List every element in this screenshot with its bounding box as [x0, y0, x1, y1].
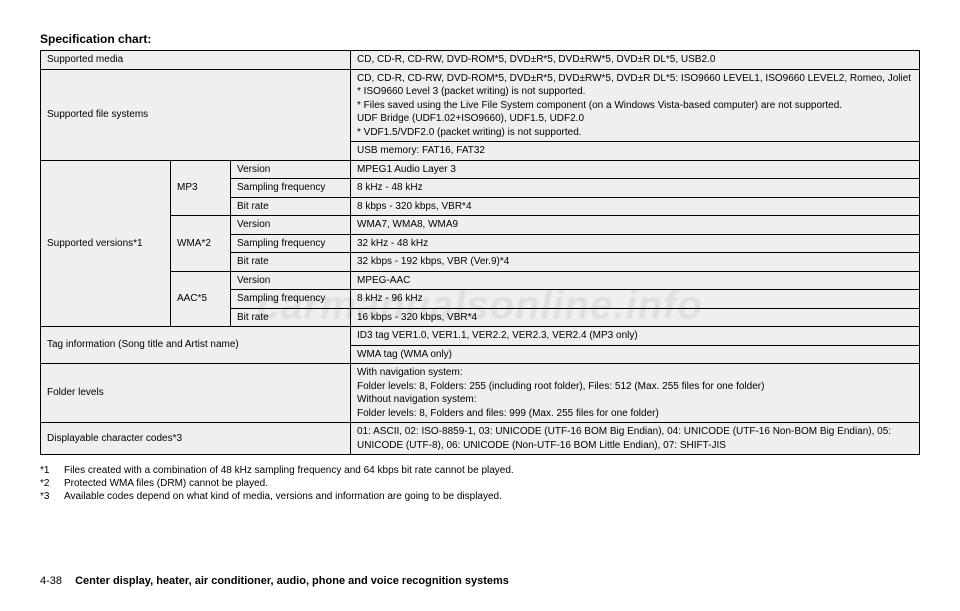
- tag-value-2: WMA tag (WMA only): [351, 345, 920, 364]
- mp3-sampling-label: Sampling frequency: [231, 179, 351, 198]
- table-row: Supported media CD, CD-R, CD-RW, DVD-ROM…: [41, 51, 920, 70]
- tag-label: Tag information (Song title and Artist n…: [41, 327, 351, 364]
- table-row: Supported versions*1 MP3 Version MPEG1 A…: [41, 160, 920, 179]
- page-footer: 4-38 Center display, heater, air conditi…: [40, 575, 509, 587]
- mp3-bitrate-label: Bit rate: [231, 197, 351, 216]
- charcodes-label: Displayable character codes*3: [41, 423, 351, 455]
- table-row: Tag information (Song title and Artist n…: [41, 327, 920, 346]
- supported-media-label: Supported media: [41, 51, 351, 70]
- mp3-sampling-value: 8 kHz - 48 kHz: [351, 179, 920, 198]
- page-number: 4-38: [40, 575, 62, 587]
- wma-bitrate-label: Bit rate: [231, 253, 351, 272]
- codec-mp3: MP3: [171, 160, 231, 216]
- mp3-bitrate-value: 8 kbps - 320 kbps, VBR*4: [351, 197, 920, 216]
- aac-version-value: MPEG-AAC: [351, 271, 920, 290]
- supported-fs-label: Supported file systems: [41, 69, 351, 160]
- footnote-text: Protected WMA files (DRM) cannot be play…: [64, 478, 268, 489]
- supported-fs-value-1: CD, CD-R, CD-RW, DVD-ROM*5, DVD±R*5, DVD…: [351, 69, 920, 142]
- codec-aac: AAC*5: [171, 271, 231, 327]
- wma-sampling-value: 32 kHz - 48 kHz: [351, 234, 920, 253]
- wma-version-value: WMA7, WMA8, WMA9: [351, 216, 920, 235]
- aac-version-label: Version: [231, 271, 351, 290]
- aac-sampling-label: Sampling frequency: [231, 290, 351, 309]
- chart-heading: Specification chart:: [40, 32, 920, 46]
- footnote-3: *3 Available codes depend on what kind o…: [40, 491, 920, 502]
- section-title: Center display, heater, air conditioner,…: [75, 575, 509, 587]
- aac-bitrate-label: Bit rate: [231, 308, 351, 327]
- footnote-1: *1 Files created with a combination of 4…: [40, 465, 920, 476]
- charcodes-value: 01: ASCII, 02: ISO-8859-1, 03: UNICODE (…: [351, 423, 920, 455]
- table-row: Folder levels With navigation system: Fo…: [41, 364, 920, 423]
- table-row: Displayable character codes*3 01: ASCII,…: [41, 423, 920, 455]
- footnote-num: *1: [40, 465, 64, 476]
- footnote-num: *3: [40, 491, 64, 502]
- tag-value-1: ID3 tag VER1.0, VER1.1, VER2.2, VER2.3, …: [351, 327, 920, 346]
- footnote-text: Available codes depend on what kind of m…: [64, 491, 502, 502]
- table-row: AAC*5 Version MPEG-AAC: [41, 271, 920, 290]
- aac-bitrate-value: 16 kbps - 320 kbps, VBR*4: [351, 308, 920, 327]
- footnote-text: Files created with a combination of 48 k…: [64, 465, 514, 476]
- footnote-2: *2 Protected WMA files (DRM) cannot be p…: [40, 478, 920, 489]
- wma-version-label: Version: [231, 216, 351, 235]
- aac-sampling-value: 8 kHz - 96 kHz: [351, 290, 920, 309]
- codec-wma: WMA*2: [171, 216, 231, 272]
- folder-value: With navigation system: Folder levels: 8…: [351, 364, 920, 423]
- footnotes: *1 Files created with a combination of 4…: [40, 465, 920, 502]
- spec-table: Supported media CD, CD-R, CD-RW, DVD-ROM…: [40, 50, 920, 455]
- footnote-num: *2: [40, 478, 64, 489]
- table-row: Supported file systems CD, CD-R, CD-RW, …: [41, 69, 920, 142]
- wma-sampling-label: Sampling frequency: [231, 234, 351, 253]
- folder-label: Folder levels: [41, 364, 351, 423]
- supported-versions-label: Supported versions*1: [41, 160, 171, 327]
- supported-media-value: CD, CD-R, CD-RW, DVD-ROM*5, DVD±R*5, DVD…: [351, 51, 920, 70]
- supported-fs-value-2: USB memory: FAT16, FAT32: [351, 142, 920, 161]
- mp3-version-label: Version: [231, 160, 351, 179]
- wma-bitrate-value: 32 kbps - 192 kbps, VBR (Ver.9)*4: [351, 253, 920, 272]
- mp3-version-value: MPEG1 Audio Layer 3: [351, 160, 920, 179]
- table-row: WMA*2 Version WMA7, WMA8, WMA9: [41, 216, 920, 235]
